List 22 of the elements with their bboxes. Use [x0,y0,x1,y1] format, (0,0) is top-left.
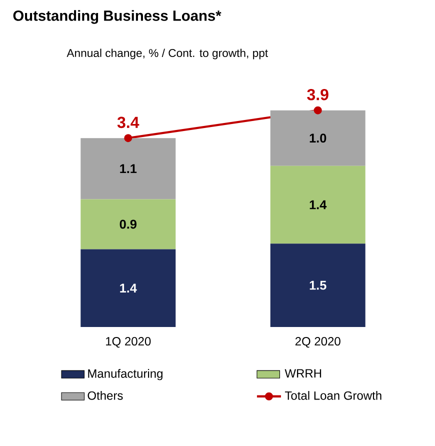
bar [270,110,366,166]
data-label: 0.9 [120,220,136,229]
legend-label: WRRH [284,369,322,378]
bar [270,244,366,327]
data-label: 1.0 [310,134,326,143]
bar [270,166,366,244]
text: Annual change, % / Cont. to growth, ppt [66,48,268,60]
text: Outstanding Business Loans* [13,10,222,24]
data-label: 3.9 [307,88,328,100]
data-label: 1.1 [120,164,137,174]
legend-label: Others [88,391,123,400]
bar [80,249,176,327]
x-tick-label: 2Q 2020 [295,337,340,348]
legend-label: Total Loan Growth [284,391,382,400]
bar [80,138,176,200]
x-tick-label: 1Q 2020 [106,337,151,348]
bar [80,199,176,250]
data-label: 1.4 [120,284,137,292]
data-label: 3.4 [117,116,140,128]
data-label: 1.5 [310,280,326,290]
data-label: 1.4 [310,200,327,210]
legend-label: Manufacturing [88,368,162,380]
